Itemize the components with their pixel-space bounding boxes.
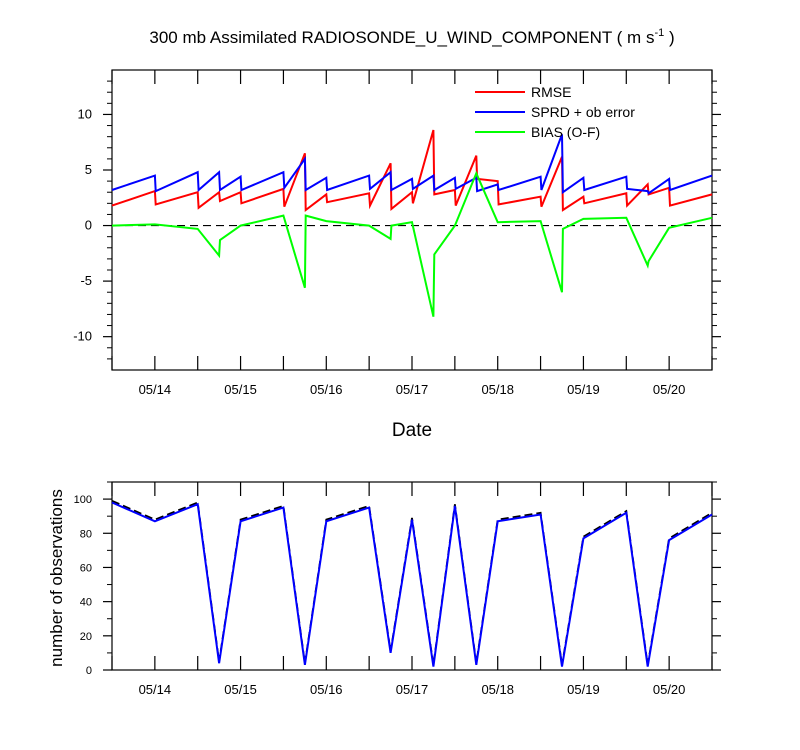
bottom-x-tick-label: 05/20 <box>653 682 686 697</box>
top-x-tick-label: 05/16 <box>310 382 343 397</box>
legend-label-bias: BIAS (O-F) <box>531 124 600 140</box>
chart-title-main: 300 mb Assimilated RADIOSONDE_U_WIND_COM… <box>149 28 654 47</box>
bottom-series-line-1 <box>111 501 713 667</box>
top-y-tick-labels: 10 5 0 -5 -10 <box>73 106 92 343</box>
top-y-tick-label: -10 <box>73 329 92 344</box>
top-series-line-1 <box>111 134 713 195</box>
bottom-x-tick-labels: 05/14 05/15 05/16 05/17 05/18 05/19 05/20 <box>139 682 686 697</box>
bottom-x-tick-label: 05/17 <box>396 682 429 697</box>
bottom-x-tick-label: 05/15 <box>224 682 257 697</box>
y-axis-label-observations: number of observations <box>47 489 66 667</box>
bottom-x-tick-label: 05/16 <box>310 682 343 697</box>
top-tick-marks <box>103 70 721 370</box>
top-y-tick-label: 0 <box>85 218 92 233</box>
legend: RMSE SPRD + ob error BIAS (O-F) <box>475 84 635 140</box>
top-x-tick-label: 05/20 <box>653 382 686 397</box>
top-y-tick-label: -5 <box>80 273 92 288</box>
chart-title-end: ) <box>664 28 674 47</box>
top-y-tick-label: 5 <box>85 162 92 177</box>
chart-title: 300 mb Assimilated RADIOSONDE_U_WIND_COM… <box>149 27 674 47</box>
bottom-y-tick-labels: 100 80 60 40 20 0 <box>74 494 92 677</box>
chart-title-superscript: -1 <box>654 27 664 39</box>
top-x-tick-label: 05/17 <box>396 382 429 397</box>
bottom-y-tick-label: 80 <box>80 528 92 540</box>
x-axis-label: Date <box>392 420 432 441</box>
bottom-x-tick-label: 05/14 <box>139 682 172 697</box>
top-x-tick-label: 05/18 <box>481 382 514 397</box>
bottom-y-tick-label: 60 <box>80 562 92 574</box>
top-x-tick-label: 05/15 <box>224 382 257 397</box>
bottom-tick-marks <box>103 481 721 671</box>
bottom-series-lines <box>111 499 713 667</box>
top-x-tick-labels: 05/14 05/15 05/16 05/17 05/18 05/19 05/20 <box>139 382 686 397</box>
bottom-x-tick-label: 05/19 <box>567 682 600 697</box>
bottom-y-tick-label: 0 <box>86 665 92 677</box>
bottom-x-tick-label: 05/18 <box>481 682 514 697</box>
bottom-plot-frame <box>111 481 713 671</box>
top-x-tick-label: 05/19 <box>567 382 600 397</box>
top-plot-area: 10 5 0 -5 -10 05/14 05/15 05/16 05/17 05/18 05/19… <box>73 69 721 397</box>
top-series-line-2 <box>111 170 713 317</box>
bottom-y-tick-label: 20 <box>80 631 92 643</box>
legend-label-sprd: SPRD + ob error <box>531 104 635 120</box>
bottom-y-tick-label: 100 <box>74 494 92 506</box>
bottom-y-tick-label: 40 <box>80 597 92 609</box>
top-series-lines <box>111 129 713 317</box>
top-series-line-0 <box>111 129 713 212</box>
top-x-tick-label: 05/14 <box>139 382 172 397</box>
top-y-tick-label: 10 <box>78 106 92 121</box>
legend-label-rmse: RMSE <box>531 84 571 100</box>
